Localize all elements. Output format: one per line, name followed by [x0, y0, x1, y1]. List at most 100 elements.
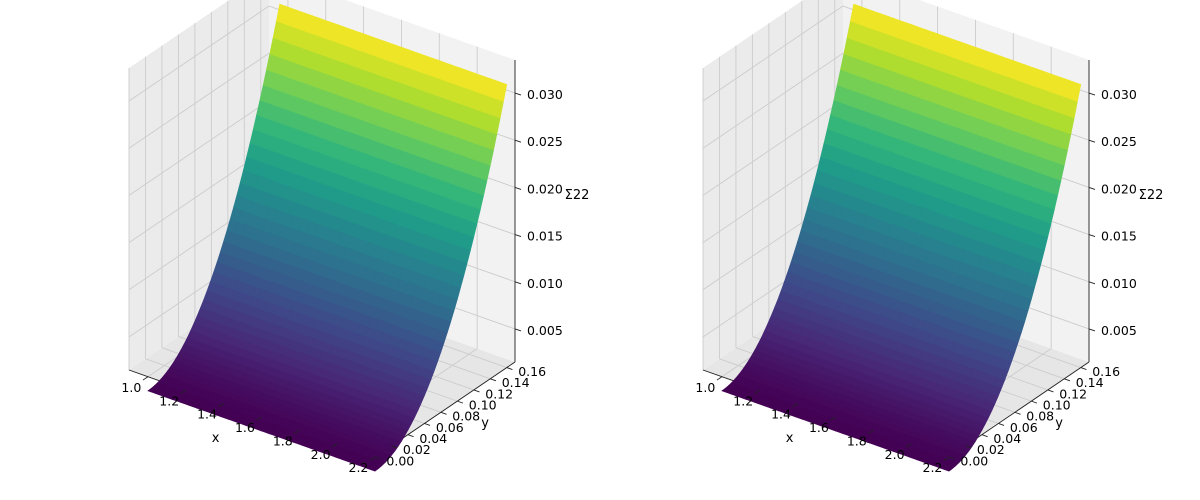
gridline-z: [702, 100, 844, 196]
z-tick: [514, 234, 522, 238]
z-tick-label: 0.025: [1101, 134, 1137, 149]
y-tick-label: 0.02: [977, 442, 1005, 457]
z-tick: [1088, 139, 1096, 143]
x-tick-label: 1.8: [847, 433, 867, 448]
surface: [147, 3, 508, 472]
y-tick: [490, 378, 497, 382]
x-tick-label: 1.4: [771, 407, 791, 422]
x-tick-label: 2.0: [311, 447, 331, 462]
y-tick: [1031, 400, 1038, 404]
z-tick-label: 0.010: [1101, 276, 1137, 291]
x-tick: [180, 389, 187, 394]
x-tick-label: 1.0: [121, 380, 141, 395]
y-tick-label: 0.02: [403, 442, 431, 457]
x-tick: [142, 376, 149, 381]
y-tick-label: 0.16: [1092, 364, 1120, 379]
y-tick: [1047, 389, 1054, 393]
x-tick: [294, 429, 300, 434]
x-tick: [716, 376, 723, 381]
y-tick: [981, 434, 988, 438]
subplot-learned: Learned Σ221.01.21.41.61.82.02.20.000.02…: [695, 0, 1163, 475]
y-tick-label: 0.10: [469, 397, 497, 412]
z-tick-label: 0.005: [527, 323, 563, 338]
surface: [721, 3, 1082, 472]
y-tick-label: 0.06: [436, 420, 464, 435]
y-tick-label: 0.14: [502, 375, 530, 390]
y-tick-label: 0.14: [1076, 375, 1104, 390]
x-tick-label: 1.0: [695, 380, 715, 395]
z-tick: [1088, 281, 1096, 285]
y-tick-label: 0.04: [993, 431, 1021, 446]
y-tick: [424, 423, 431, 426]
y-tick: [1080, 367, 1087, 371]
z-tick-label: 0.020: [527, 181, 563, 196]
x-tick-label: 2.0: [885, 447, 905, 462]
y-tick: [998, 423, 1005, 426]
y-tick: [948, 456, 955, 460]
x-axis-label: x: [212, 431, 220, 446]
y-tick: [506, 367, 513, 371]
surface-patch: [495, 81, 508, 102]
gridline-z: [128, 5, 270, 102]
z-tick-label: 0.030: [1101, 87, 1137, 102]
z-tick: [514, 92, 522, 96]
x-tick: [792, 403, 798, 408]
y-tick: [457, 400, 464, 404]
y-tick: [473, 389, 480, 393]
y-axis-label: y: [481, 416, 489, 431]
x-tick-label: 1.2: [159, 393, 179, 408]
z-tick-label: 0.015: [527, 229, 563, 244]
z-tick: [1088, 186, 1096, 190]
surface-patch: [1069, 81, 1082, 102]
z-tick: [514, 328, 522, 332]
z-tick-label: 0.005: [1101, 323, 1137, 338]
z-tick-label: 0.020: [1101, 181, 1137, 196]
y-tick-label: 0.10: [1043, 397, 1071, 412]
x-tick-label: 1.2: [733, 393, 753, 408]
z-tick: [514, 186, 522, 190]
gridline-z: [128, 52, 270, 149]
x-tick-label: 1.6: [809, 420, 829, 435]
y-tick-label: 0.12: [485, 386, 513, 401]
x-tick: [868, 429, 874, 434]
y-tick-label: 0.00: [386, 453, 414, 468]
y-axis-label: y: [1055, 416, 1063, 431]
x-tick: [754, 389, 761, 394]
y-tick: [391, 445, 398, 449]
y-tick: [1064, 378, 1071, 382]
z-axis-label: Σ22: [1139, 188, 1164, 203]
z-tick: [1088, 328, 1096, 332]
x-tick-label: 1.4: [197, 407, 217, 422]
y-tick: [440, 411, 447, 415]
y-tick: [965, 445, 972, 449]
z-tick-label: 0.030: [527, 87, 563, 102]
y-tick-label: 0.12: [1059, 386, 1087, 401]
x-tick: [256, 416, 262, 421]
z-tick: [514, 139, 522, 143]
y-tick-label: 0.08: [452, 409, 480, 424]
x-tick: [331, 443, 338, 448]
y-tick: [374, 456, 381, 460]
subplot-true: True Σ221.01.21.41.61.82.02.20.000.020.0…: [121, 0, 589, 475]
y-tick: [407, 434, 414, 438]
y-tick-label: 0.00: [960, 453, 988, 468]
z-tick-label: 0.015: [1101, 229, 1137, 244]
x-tick: [943, 456, 950, 461]
x-tick: [830, 416, 836, 421]
y-tick-label: 0.16: [518, 364, 546, 379]
x-tick-label: 2.2: [349, 460, 369, 475]
gridline-z: [702, 52, 844, 149]
gridline-z: [128, 100, 270, 196]
z-tick-label: 0.010: [527, 276, 563, 291]
x-tick-label: 1.6: [235, 420, 255, 435]
z-axis-label: Σ22: [565, 188, 590, 203]
y-tick-label: 0.08: [1026, 409, 1054, 424]
y-tick: [1014, 411, 1021, 415]
x-tick: [218, 403, 224, 408]
x-tick-label: 2.2: [923, 460, 943, 475]
z-tick: [514, 281, 522, 285]
x-tick: [369, 456, 376, 461]
x-axis-label: x: [786, 431, 794, 446]
